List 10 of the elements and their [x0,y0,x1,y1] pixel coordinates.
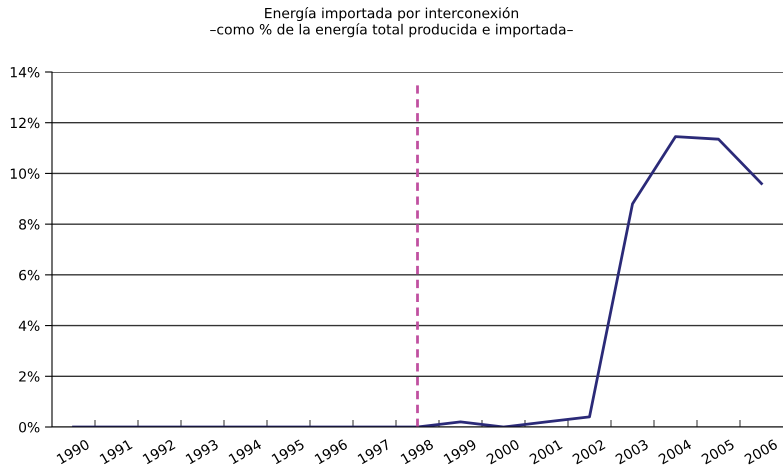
y-tick-label: 12% [10,118,40,128]
y-tick-label: 14% [10,66,40,78]
chart-title: Energía importada por interconexión –como % de la energía total producida e importada– [210,7,573,38]
y-tick-label: 6% [19,270,40,280]
y-tick-label: 2% [19,371,40,382]
y-tick-label: 4% [18,320,40,332]
y-tick-label: 8% [19,219,40,230]
line-series [72,135,763,427]
y-tick-label: 10% [10,168,40,179]
y-tick-label: 0% [19,422,40,432]
